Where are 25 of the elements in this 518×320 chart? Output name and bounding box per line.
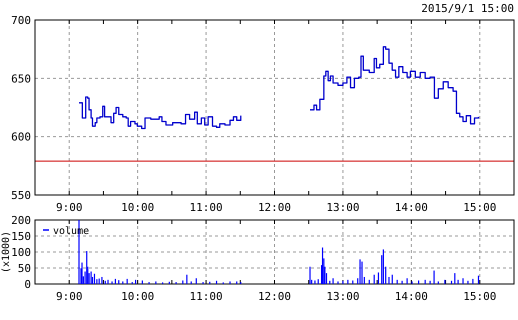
y-axis-title: (x1000) [1, 230, 12, 274]
y-tick-label: 600 [11, 130, 31, 144]
x-tick-label: 13:00 [326, 290, 360, 303]
y-tick-label: 50 [18, 262, 31, 275]
y-tick-label: 550 [11, 189, 31, 202]
x-tick-label: 13:00 [326, 201, 360, 214]
x-tick-label: 11:00 [190, 201, 223, 214]
x-tick-label: 10:00 [121, 290, 154, 303]
x-tick-label: 14:00 [394, 290, 428, 303]
y-tick-label: 200 [11, 214, 31, 227]
x-tick-label: 12:00 [258, 201, 292, 214]
x-tick-label: 14:00 [394, 201, 428, 214]
y-tick-label: 150 [11, 230, 31, 243]
y-tick-label: 650 [11, 72, 31, 86]
x-tick-label: 12:00 [258, 290, 292, 303]
x-tick-label: 11:00 [190, 290, 223, 303]
y-tick-label: 100 [11, 246, 31, 259]
chart-subtitle: 2015/9/1 15:00 [421, 2, 514, 15]
x-tick-label: 9:00 [56, 290, 82, 303]
y-tick-label: 0 [24, 278, 31, 291]
x-tick-label: 9:00 [56, 201, 82, 214]
x-tick-label: 15:00 [463, 201, 496, 214]
y-tick-label: 700 [11, 14, 31, 27]
x-tick-label: 15:00 [463, 290, 496, 303]
x-tick-label: 10:00 [121, 201, 154, 214]
